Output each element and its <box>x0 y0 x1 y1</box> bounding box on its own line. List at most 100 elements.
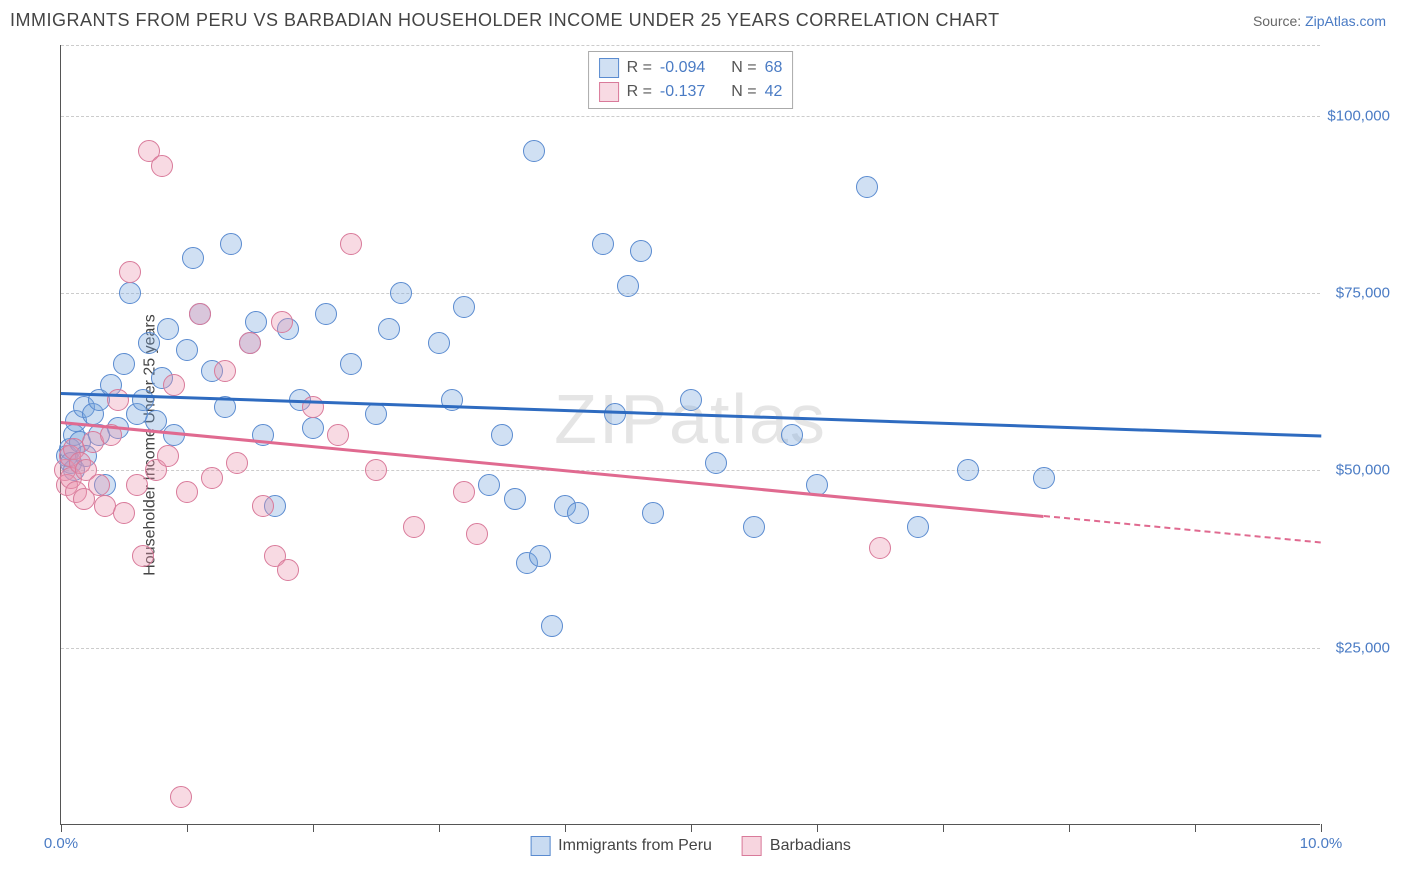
source-label: Source: <box>1253 13 1301 29</box>
data-point <box>163 374 185 396</box>
data-point <box>327 424 349 446</box>
x-tick <box>187 824 188 832</box>
x-tick <box>439 824 440 832</box>
data-point <box>271 311 293 333</box>
gridline <box>61 116 1320 117</box>
data-point <box>541 615 563 637</box>
data-point <box>315 303 337 325</box>
data-point <box>88 474 110 496</box>
gridline <box>61 648 1320 649</box>
x-tick <box>1321 824 1322 832</box>
legend-n-value: 68 <box>765 59 783 77</box>
legend-swatch <box>530 836 550 856</box>
data-point <box>182 247 204 269</box>
x-tick <box>1069 824 1070 832</box>
trend-line <box>1044 515 1321 544</box>
data-point <box>642 502 664 524</box>
data-point <box>466 523 488 545</box>
data-point <box>743 516 765 538</box>
gridline <box>61 293 1320 294</box>
data-point <box>957 459 979 481</box>
legend-swatch <box>599 82 619 102</box>
legend-label: Immigrants from Peru <box>558 837 712 855</box>
data-point <box>378 318 400 340</box>
data-point <box>132 545 154 567</box>
data-point <box>523 140 545 162</box>
data-point <box>504 488 526 510</box>
data-point <box>529 545 551 567</box>
data-point <box>113 353 135 375</box>
x-tick <box>565 824 566 832</box>
data-point <box>567 502 589 524</box>
data-point <box>630 240 652 262</box>
data-point <box>277 559 299 581</box>
legend-n-label: N = <box>731 83 756 101</box>
data-point <box>491 424 513 446</box>
data-point <box>453 296 475 318</box>
legend-swatch <box>742 836 762 856</box>
data-point <box>132 389 154 411</box>
x-tick <box>1195 824 1196 832</box>
data-point <box>126 474 148 496</box>
y-tick-label: $50,000 <box>1325 462 1390 479</box>
data-point <box>119 282 141 304</box>
data-point <box>220 233 242 255</box>
x-tick <box>313 824 314 832</box>
legend-label: Barbadians <box>770 837 851 855</box>
source-link[interactable]: ZipAtlas.com <box>1305 13 1386 29</box>
chart-container: Householder Income Under 25 years ZIPatl… <box>60 45 1390 845</box>
data-point <box>252 495 274 517</box>
data-point <box>113 502 135 524</box>
data-point <box>189 303 211 325</box>
data-point <box>781 424 803 446</box>
x-tick <box>943 824 944 832</box>
y-tick-label: $100,000 <box>1325 107 1390 124</box>
data-point <box>176 481 198 503</box>
legend-item: Immigrants from Peru <box>530 836 712 856</box>
legend-r-label: R = <box>627 83 652 101</box>
chart-title: IMMIGRANTS FROM PERU VS BARBADIAN HOUSEH… <box>10 10 1000 31</box>
data-point <box>302 396 324 418</box>
data-point <box>856 176 878 198</box>
legend-r-label: R = <box>627 59 652 77</box>
data-point <box>176 339 198 361</box>
y-tick-label: $75,000 <box>1325 285 1390 302</box>
data-point <box>1033 467 1055 489</box>
data-point <box>119 261 141 283</box>
data-point <box>107 389 129 411</box>
data-point <box>157 445 179 467</box>
data-point <box>592 233 614 255</box>
data-point <box>705 452 727 474</box>
x-tick <box>61 824 62 832</box>
data-point <box>214 360 236 382</box>
data-point <box>869 537 891 559</box>
source-attribution: Source: ZipAtlas.com <box>1253 13 1386 29</box>
data-point <box>226 452 248 474</box>
data-point <box>390 282 412 304</box>
data-point <box>151 155 173 177</box>
legend-row: R =-0.137N =42 <box>599 80 783 104</box>
data-point <box>138 332 160 354</box>
data-point <box>478 474 500 496</box>
data-point <box>617 275 639 297</box>
data-point <box>340 233 362 255</box>
data-point <box>245 311 267 333</box>
data-point <box>403 516 425 538</box>
data-point <box>680 389 702 411</box>
legend-n-label: N = <box>731 59 756 77</box>
data-point <box>302 417 324 439</box>
y-tick-label: $25,000 <box>1325 639 1390 656</box>
data-point <box>428 332 450 354</box>
x-tick <box>691 824 692 832</box>
data-point <box>157 318 179 340</box>
legend-item: Barbadians <box>742 836 851 856</box>
series-legend: Immigrants from Peru Barbadians <box>530 836 851 856</box>
data-point <box>365 403 387 425</box>
plot-area: ZIPatlas R =-0.094N =68R =-0.137N =42 Im… <box>60 45 1320 825</box>
data-point <box>365 459 387 481</box>
x-tick <box>817 824 818 832</box>
gridline <box>61 45 1320 46</box>
data-point <box>201 467 223 489</box>
data-point <box>170 786 192 808</box>
data-point <box>907 516 929 538</box>
